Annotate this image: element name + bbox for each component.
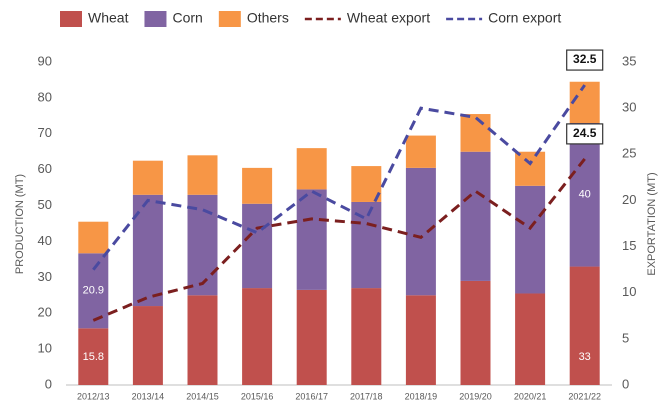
x-tick-label: 2013/14 — [132, 391, 165, 401]
line-series — [92, 157, 586, 322]
bar-segment — [78, 328, 109, 385]
bar-segment — [405, 135, 436, 168]
y2-axis-title: EXPORTATION (MT) — [646, 172, 658, 275]
bar-segment — [132, 306, 163, 385]
y-tick-label: 60 — [38, 161, 52, 176]
legend-label: Others — [247, 10, 289, 26]
x-tick-label: 2021/22 — [568, 391, 601, 401]
y2-tick-label: 20 — [622, 192, 636, 207]
legend-label: Corn — [172, 10, 202, 26]
x-tick-label: 2014/15 — [186, 391, 219, 401]
bar-segment — [187, 194, 218, 296]
legend-label: Wheat export — [347, 10, 430, 26]
bar-segment — [351, 201, 382, 289]
y-axis-title: PRODUCTION (MT) — [14, 174, 26, 274]
bar-segment — [460, 114, 491, 152]
y-tick-label: 20 — [38, 305, 52, 320]
bar-segment — [242, 167, 273, 204]
x-tick-label: 2020/21 — [514, 391, 547, 401]
x-tick-label: 2015/16 — [241, 391, 274, 401]
legend-swatch — [60, 11, 82, 27]
y2-tick-label: 30 — [622, 100, 636, 115]
bar-segment — [351, 288, 382, 385]
bar-segment — [569, 123, 600, 267]
y2-tick-label: 5 — [622, 330, 629, 345]
bar-segment — [132, 160, 163, 195]
data-label-box — [566, 49, 604, 71]
bar-segment — [460, 151, 491, 281]
y-tick-label: 30 — [38, 269, 52, 284]
bar-segment — [242, 203, 273, 289]
y-tick-label: 0 — [45, 376, 52, 391]
data-label: 20.9 — [83, 285, 104, 297]
y-tick-label: 90 — [38, 53, 52, 68]
y-tick-label: 50 — [38, 197, 52, 212]
bar-segment — [296, 148, 327, 190]
bar-segment — [569, 81, 600, 124]
bar-segment — [460, 280, 491, 385]
bar-segment — [296, 289, 327, 385]
legend-label: Wheat — [88, 10, 129, 26]
legend-swatch — [218, 11, 241, 27]
bar-segment — [242, 288, 273, 385]
bar-segment — [515, 185, 546, 294]
x-tick-label: 2018/19 — [405, 391, 438, 401]
data-label: 32.5 — [573, 52, 597, 66]
bar-segment — [569, 266, 600, 385]
data-label: 15.8 — [83, 351, 104, 363]
y-tick-label: 80 — [38, 89, 52, 104]
bar-segment — [515, 151, 546, 186]
bar-segment — [187, 295, 218, 385]
legend-swatch — [144, 11, 167, 27]
x-tick-label: 2012/13 — [77, 391, 110, 401]
x-tick-label: 2019/20 — [459, 391, 492, 401]
x-tick-label: 2017/18 — [350, 391, 383, 401]
y-tick-label: 40 — [38, 233, 52, 248]
bar-segment — [296, 189, 327, 290]
data-label: 40 — [579, 189, 591, 201]
bar-segment — [78, 221, 109, 254]
y-tick-label: 70 — [38, 125, 52, 140]
y2-tick-label: 25 — [622, 146, 636, 161]
legend-label: Corn export — [488, 10, 561, 26]
y2-tick-label: 35 — [622, 53, 636, 68]
y2-tick-label: 0 — [622, 376, 629, 391]
bar-segment — [78, 253, 109, 329]
x-tick-label: 2016/17 — [295, 391, 328, 401]
bar-segment — [405, 295, 436, 385]
data-label-box — [566, 123, 604, 145]
line-series — [92, 84, 586, 271]
bar-segment — [515, 293, 546, 385]
data-label: 24.5 — [573, 126, 597, 140]
y2-tick-label: 10 — [622, 284, 636, 299]
bar-segment — [187, 155, 218, 195]
bar-segment — [405, 167, 436, 296]
y-tick-label: 10 — [38, 341, 52, 356]
y2-tick-label: 15 — [622, 238, 636, 253]
data-label: 33 — [579, 351, 591, 363]
